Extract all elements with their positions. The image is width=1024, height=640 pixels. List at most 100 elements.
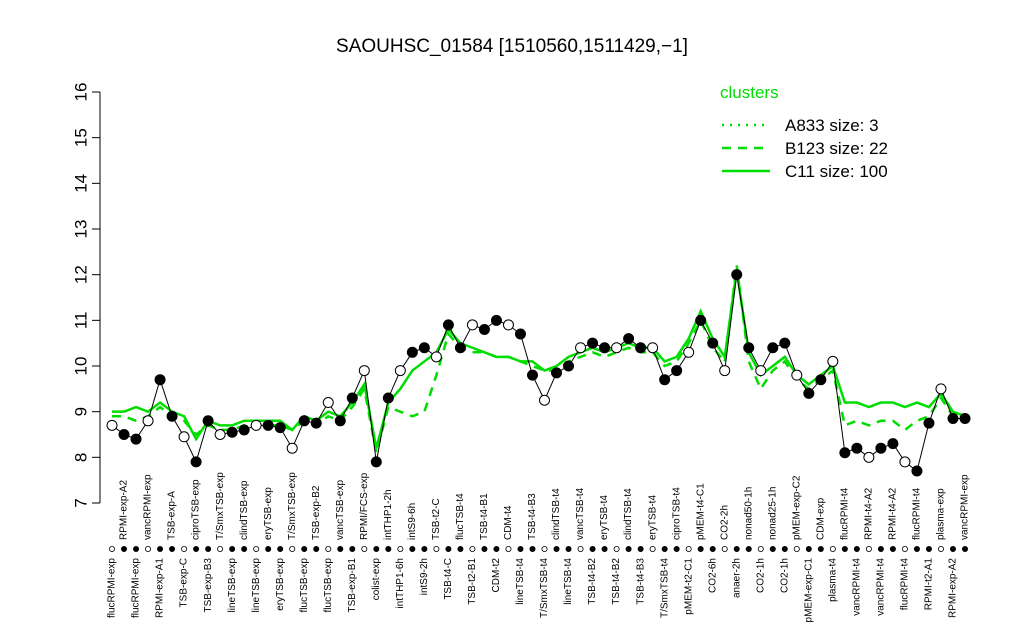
x-tick-label: plasma-t4 (827, 558, 838, 602)
x-tick-label: RPMI-t4-A2 (888, 487, 899, 540)
strip-dot (553, 546, 560, 553)
strip-dot (962, 546, 969, 553)
strip-dot (625, 546, 632, 553)
data-point (695, 314, 707, 326)
strip-dot (457, 546, 464, 553)
x-tick-label: plasma-exp (936, 488, 947, 540)
data-point (190, 456, 202, 468)
data-point (466, 319, 478, 331)
strip-dot (661, 546, 668, 553)
data-point (478, 323, 490, 335)
x-tick-label: nonad25-1h (767, 487, 778, 540)
data-point (767, 342, 779, 354)
x-tick-label: pMEM-exp-C2 (791, 475, 802, 540)
data-point (298, 415, 310, 427)
data-point (502, 319, 514, 331)
x-tick-label: intTHP1-2h (383, 489, 394, 540)
strip-dot (493, 546, 500, 553)
x-tick-label: vancRPMI-t4 (852, 558, 863, 616)
strip-dot (769, 546, 776, 553)
strip-dot (697, 546, 704, 553)
legend-label: A833 size: 3 (785, 116, 879, 135)
y-tick-label: 8 (71, 453, 90, 462)
x-tick-label: intTHP1-6h (395, 558, 406, 609)
x-tick-label: flucTSB-exp (323, 558, 334, 613)
strip-dot (733, 546, 740, 553)
strip-dot (481, 546, 488, 553)
x-tick-label: vancRPMI-exp (143, 474, 154, 540)
strip-dot (505, 546, 512, 553)
data-point (851, 442, 863, 454)
x-tick-label: flucRPMI-exp (107, 558, 118, 618)
data-point (659, 374, 671, 386)
strip-dot (205, 546, 212, 553)
data-point (262, 419, 274, 431)
strip-dot (325, 546, 332, 553)
strip-dot (757, 546, 764, 553)
x-tick-label: CDM-t2 (491, 558, 502, 593)
y-tick-label: 12 (71, 265, 90, 284)
data-point (130, 433, 142, 445)
data-point (551, 367, 563, 379)
strip-dot (709, 546, 716, 553)
x-tick-label: TSB-exp-B3 (203, 558, 214, 613)
data-point (454, 342, 466, 354)
x-tick-label: T/SmxTSB-exp (215, 472, 226, 540)
x-tick-label: RPMI-exp-A2 (948, 558, 959, 618)
x-tick-label: RPMI-exp-A2 (119, 480, 130, 540)
data-point (947, 413, 959, 425)
x-tick-label: eryTSB-t4 (647, 495, 658, 540)
x-tick-label: T/SmxTSB-exp (287, 472, 298, 540)
x-tick-label: pMEM-t2-C1 (683, 558, 694, 615)
x-tick-label: flucRPMI-exp (131, 558, 142, 618)
data-point (334, 415, 346, 427)
data-point (382, 392, 394, 404)
strip-dot (685, 546, 692, 553)
data-point (863, 451, 875, 463)
data-point (815, 374, 827, 386)
x-tick-label: nonad50-1h (743, 487, 754, 540)
data-point (563, 360, 575, 372)
data-point (178, 431, 190, 443)
data-point (623, 333, 635, 345)
x-tick-label: colist-exp (371, 558, 382, 601)
strip-dot (937, 546, 944, 553)
data-point (599, 342, 611, 354)
data-point (719, 365, 731, 377)
strip-dot (157, 546, 164, 553)
x-tick-label: TSB-exp-C (179, 558, 190, 607)
strip-dot (613, 546, 620, 553)
data-point (887, 438, 899, 450)
strip-dot (745, 546, 752, 553)
data-point (442, 319, 454, 331)
x-tick-label: TSB-t2-B1 (467, 558, 478, 605)
x-tick-label: flucTSB-t4 (455, 493, 466, 540)
x-tick-label: pMEM-t4-C1 (695, 483, 706, 540)
strip-dot (805, 546, 812, 553)
data-point (539, 394, 551, 406)
x-tick-label: T/SmxTSB-t4 (539, 558, 550, 618)
data-point (490, 314, 502, 326)
x-tick-label: flucRPMI-t4 (912, 487, 923, 540)
x-tick-label: RPMI-t2-A1 (924, 558, 935, 611)
y-tick-label: 9 (71, 407, 90, 416)
data-point (671, 365, 683, 377)
x-tick-label: TSB-t4-B2 (611, 558, 622, 605)
data-point (430, 351, 442, 363)
strip-dot (541, 546, 548, 553)
data-point (899, 456, 911, 468)
x-tick-label: RPMI/FCS-exp (359, 472, 370, 540)
strip-dot (193, 546, 200, 553)
data-point (394, 365, 406, 377)
data-point (875, 442, 887, 454)
x-tick-label: TSB-exp-A (167, 491, 178, 540)
data-point (803, 387, 815, 399)
x-tick-label: CO2-1h (779, 558, 790, 593)
strip-dot (817, 546, 824, 553)
data-point (839, 447, 851, 459)
y-tick-label: 11 (71, 312, 90, 330)
data-point (959, 413, 971, 425)
x-tick-label: T/SmxTSB-t4 (659, 558, 670, 618)
x-tick-label: eryTSB-exp (275, 558, 286, 611)
